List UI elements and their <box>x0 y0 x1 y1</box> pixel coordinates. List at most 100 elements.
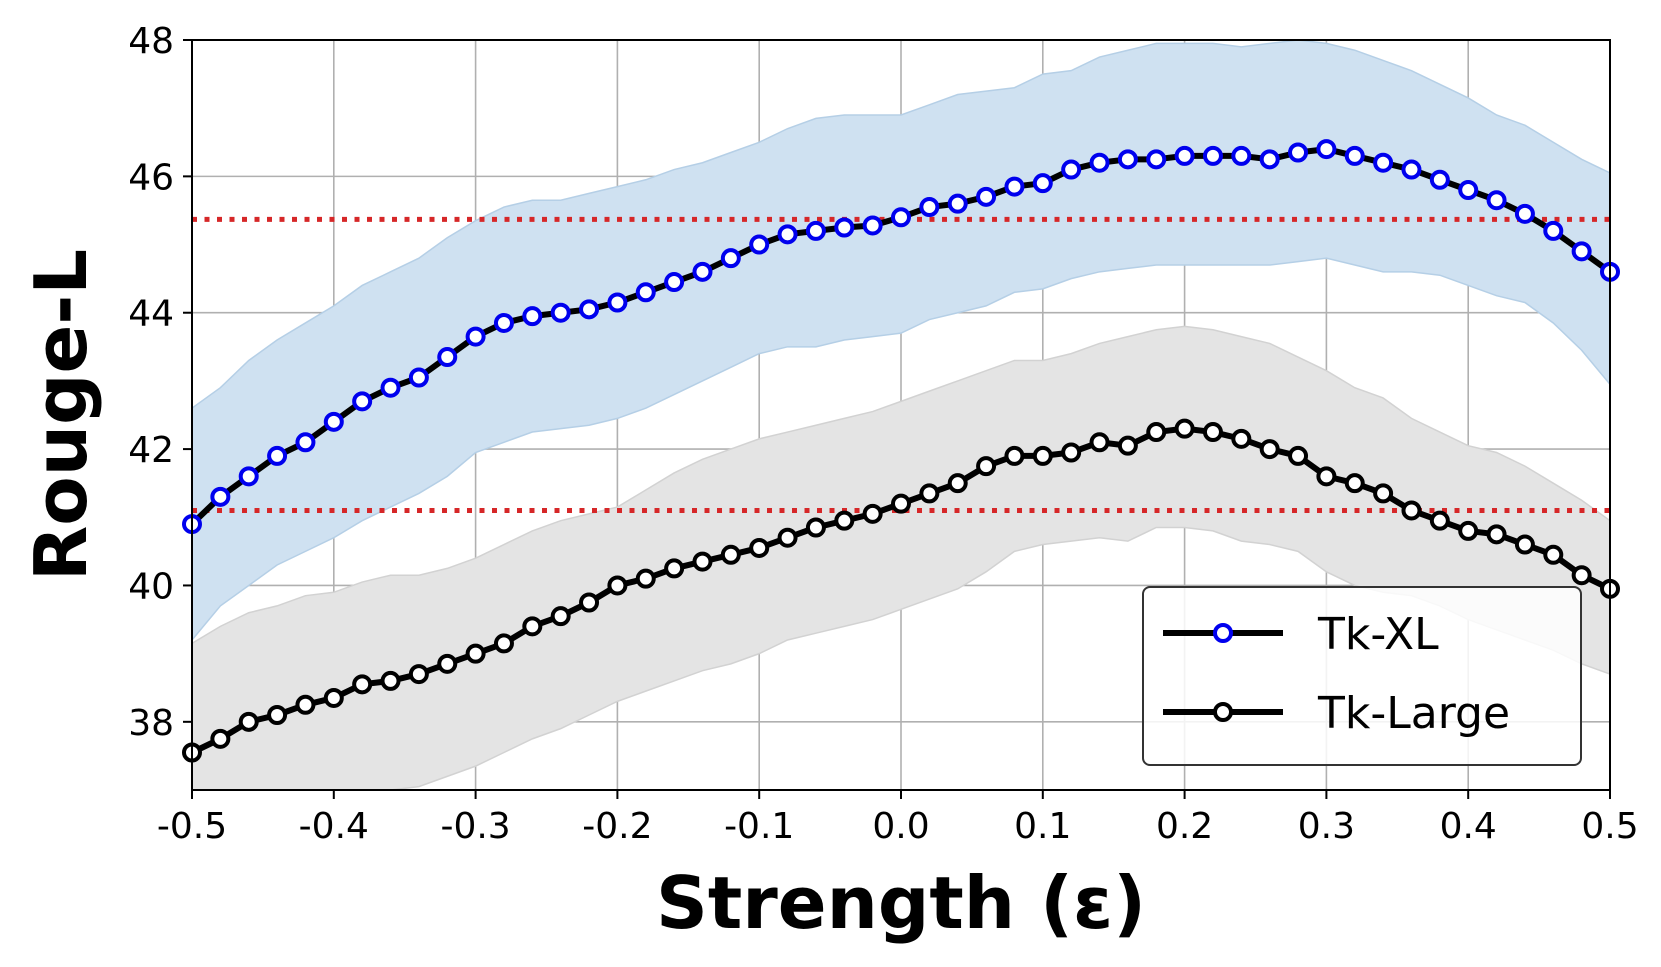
tk-xl-point <box>692 261 713 282</box>
tk-xl-point <box>295 432 316 453</box>
x-tick-label: -0.5 <box>157 806 227 847</box>
tk-xl-point <box>1373 152 1394 173</box>
tk-large-point <box>1543 544 1564 565</box>
x-axis-title: Strength (ε) <box>656 861 1146 945</box>
tk-xl-point <box>1174 145 1195 166</box>
tk-xl-point <box>1061 159 1082 180</box>
y-tick-labels: 38 40 42 44 46 48 <box>128 21 174 744</box>
x-tick-label: -0.1 <box>724 806 794 847</box>
series-markers <box>182 139 1620 763</box>
tk-large-point <box>493 633 514 654</box>
tk-large-point <box>1344 473 1365 494</box>
tk-large-point <box>777 527 798 548</box>
tk-xl-point <box>862 215 883 236</box>
tk-xl-point <box>1117 149 1138 170</box>
tk-large-point <box>1146 422 1167 443</box>
tk-xl-band <box>192 40 1610 642</box>
y-axis-title: Rouge-L <box>19 249 103 581</box>
tk-xl-point <box>1344 145 1365 166</box>
tk-xl-point <box>1231 145 1252 166</box>
x-tick-label: -0.2 <box>582 806 652 847</box>
tk-xl-point <box>1146 149 1167 170</box>
x-tick-label: 0.0 <box>872 806 929 847</box>
tk-large-point <box>1486 524 1507 545</box>
tk-large-point <box>947 473 968 494</box>
tk-large-point <box>1401 500 1422 521</box>
tk-large-point <box>1259 439 1280 460</box>
tk-xl-point <box>550 302 571 323</box>
tk-xl-point <box>352 391 373 412</box>
x-tick-labels: -0.5 -0.4 -0.3 -0.2 -0.1 0.0 0.1 0.2 0.3 0.4 0.5 <box>157 806 1639 847</box>
tk-xl-point <box>777 224 798 245</box>
tk-large-point <box>891 493 911 514</box>
x-tick-label: 0.2 <box>1156 806 1213 847</box>
tk-xl-point <box>635 282 656 303</box>
tk-xl-point <box>1458 180 1479 200</box>
tk-xl-point <box>579 299 600 320</box>
tk-xl-point <box>267 445 288 466</box>
legend-marker-tk-xl <box>1213 623 1233 643</box>
tk-xl-point <box>720 248 741 269</box>
tk-xl-point <box>522 306 543 327</box>
tk-xl-point <box>891 207 911 228</box>
tk-large-point <box>720 544 741 565</box>
tk-large-point <box>522 616 543 637</box>
legend: Tk-XL Tk-Large <box>1142 586 1582 766</box>
tk-xl-point <box>1259 149 1280 170</box>
tk-large-point <box>550 606 571 627</box>
tk-xl-point <box>1202 145 1223 166</box>
tk-large-point <box>976 456 997 477</box>
y-tick-label: 40 <box>128 566 174 607</box>
tk-xl-point <box>1514 203 1535 224</box>
tk-large-point <box>1373 483 1394 504</box>
tk-large-point <box>1202 422 1223 443</box>
tk-xl-point <box>1089 152 1110 173</box>
tk-large-point <box>1089 432 1110 453</box>
legend-label-tk-xl: Tk-XL <box>1317 609 1439 660</box>
tk-xl-points <box>182 139 1620 535</box>
tk-xl-point <box>437 347 458 368</box>
tk-large-point <box>1032 445 1053 466</box>
tk-large-point <box>862 503 883 524</box>
tk-large-point <box>210 728 231 749</box>
tk-large-point <box>352 674 373 695</box>
tk-large-point <box>238 711 259 732</box>
tk-xl-point <box>380 377 401 398</box>
y-tick-label: 42 <box>128 430 174 471</box>
tk-large-points <box>182 418 1620 763</box>
x-tick-label: 0.4 <box>1440 806 1497 847</box>
tk-large-point <box>1316 466 1337 487</box>
tk-large-point <box>1004 445 1025 466</box>
tk-large-point <box>465 643 486 664</box>
tk-xl-point <box>1288 142 1309 163</box>
tk-xl-point <box>210 486 231 507</box>
tk-xl-point <box>664 272 685 293</box>
x-tick-label: 0.5 <box>1581 806 1638 847</box>
tk-large-point <box>1061 442 1082 463</box>
tk-large-point <box>1174 418 1195 439</box>
y-tick-label: 38 <box>128 703 174 744</box>
tk-large-point <box>834 510 855 531</box>
tk-xl-point <box>607 292 628 313</box>
tk-xl-point <box>493 312 514 333</box>
x-tick-label: -0.4 <box>299 806 369 847</box>
y-tick-label: 48 <box>128 21 174 62</box>
tk-xl-point <box>408 367 429 388</box>
x-tick-label: 0.3 <box>1298 806 1355 847</box>
tk-xl-point <box>1543 220 1564 241</box>
tk-large-point <box>1514 534 1535 555</box>
tk-xl-point <box>1316 139 1337 160</box>
tk-xl-point <box>323 411 344 432</box>
tk-xl-point <box>1401 159 1422 180</box>
tk-xl-point <box>238 466 259 487</box>
tk-large-point <box>664 558 685 579</box>
tk-large-point <box>607 575 628 596</box>
tk-large-point <box>295 694 316 715</box>
tk-large-point <box>805 517 826 538</box>
tk-xl-point <box>465 326 486 347</box>
tk-large-point <box>919 483 940 504</box>
tk-xl-point <box>947 193 968 214</box>
tk-xl-point <box>919 197 940 218</box>
tk-large-point <box>1288 445 1309 466</box>
